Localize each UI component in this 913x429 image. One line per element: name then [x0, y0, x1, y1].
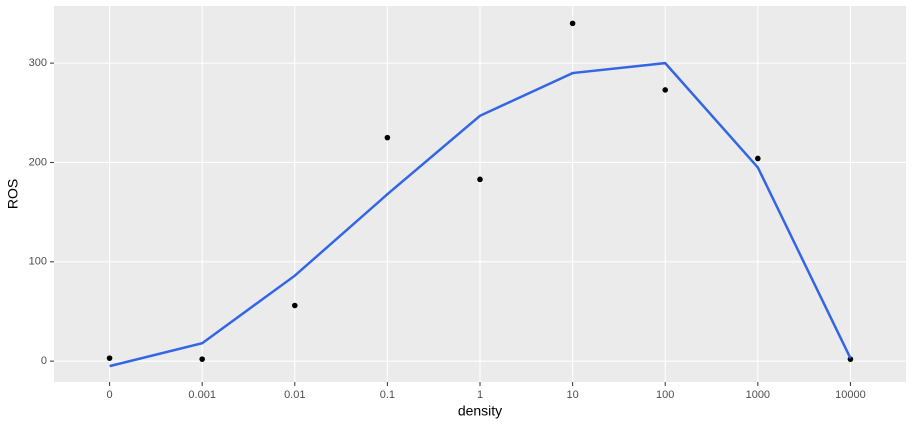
y-tick-label: 0: [41, 355, 47, 367]
point: [384, 134, 391, 141]
y-tick-label: 300: [29, 57, 47, 69]
y-tick-label: 100: [29, 256, 47, 268]
point: [662, 87, 669, 93]
y-axis-title: ROS: [5, 179, 21, 209]
point: [569, 20, 576, 27]
point: [755, 155, 761, 162]
x-tick-label: 100: [656, 389, 674, 401]
y-tick-label: 200: [29, 156, 47, 168]
x-tick-label: 10000: [835, 389, 866, 401]
fit-line: [109, 61, 852, 368]
point: [199, 356, 205, 362]
x-axis-title: density: [458, 403, 502, 419]
point: [477, 176, 483, 183]
x-tick-label: 1: [477, 389, 483, 401]
x-tick-label: 10: [566, 389, 578, 401]
x-tick-label: 0.001: [188, 389, 216, 401]
x-tick-label: 0.01: [284, 389, 305, 401]
x-tick-label: 0: [107, 389, 113, 401]
x-tick-label: 0.1: [380, 389, 395, 401]
point: [106, 355, 113, 361]
x-tick-label: 1000: [746, 389, 770, 401]
point: [291, 302, 298, 309]
